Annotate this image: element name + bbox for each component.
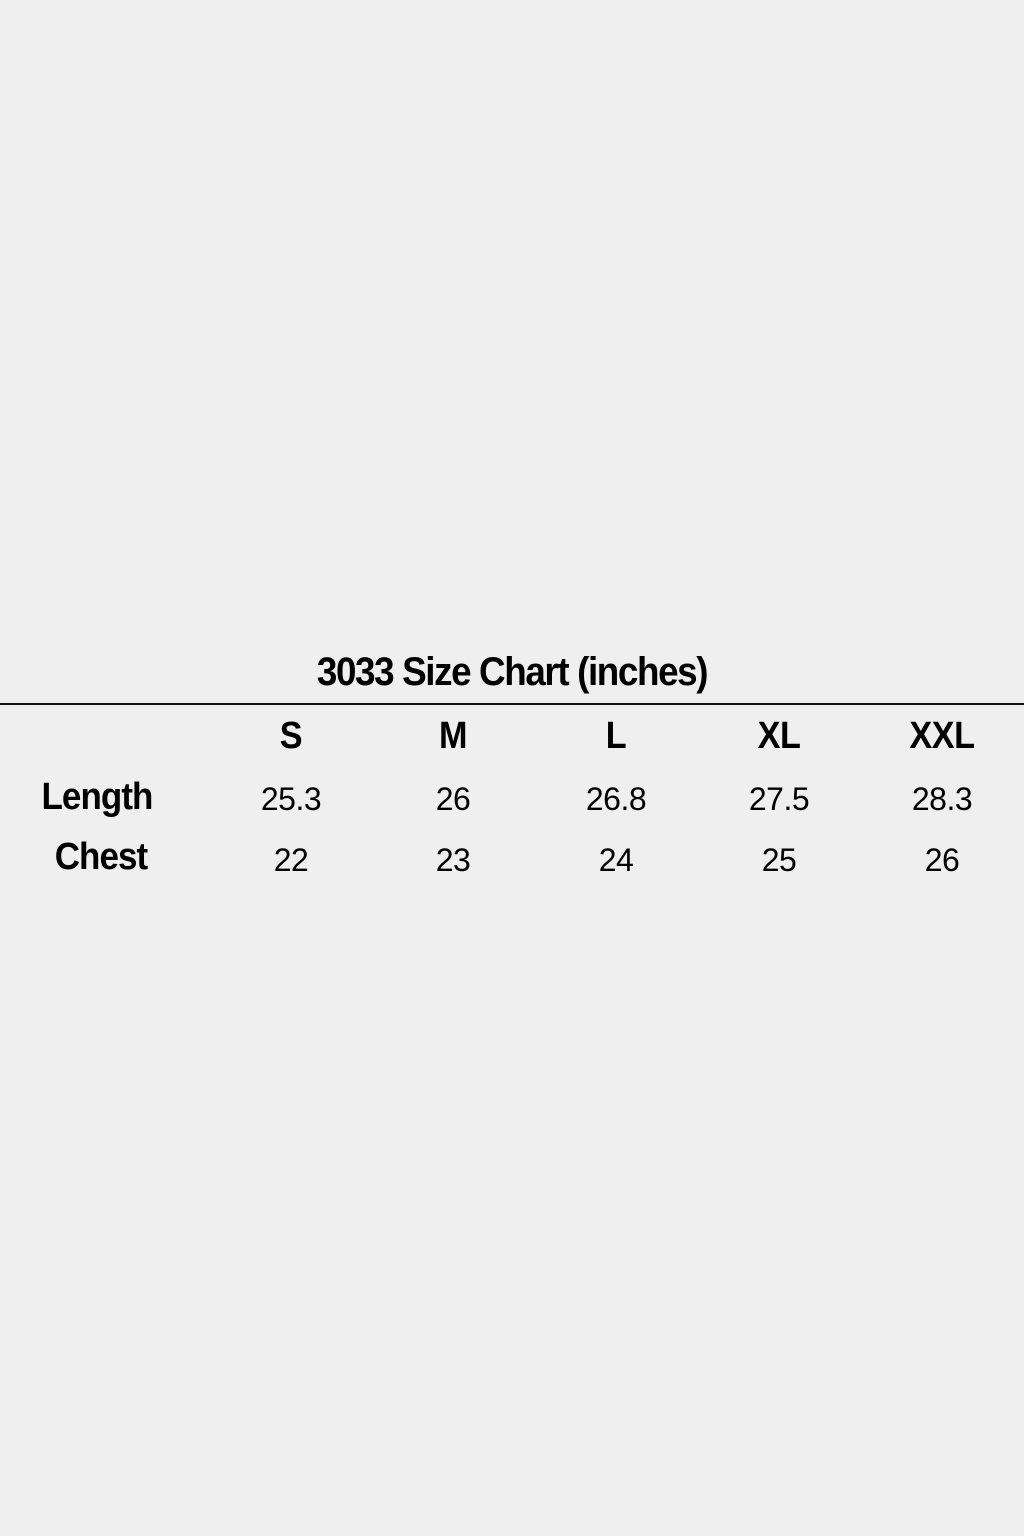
- table-cell: 26: [924, 842, 960, 878]
- header-divider: [0, 703, 1024, 705]
- table-cell: 23: [435, 842, 471, 878]
- table-cell: 28.3: [911, 781, 973, 817]
- column-header-s: S: [279, 715, 303, 757]
- column-header-xxl: XXL: [909, 715, 975, 757]
- table-cell: 24: [598, 842, 634, 878]
- row-label-chest: Chest: [54, 836, 148, 878]
- row-label-length: Length: [41, 776, 153, 818]
- table-cell: 22: [273, 842, 309, 878]
- table-cell: 26.8: [585, 781, 647, 817]
- table-cell: 27.5: [748, 781, 810, 817]
- table-cell: 26: [435, 781, 471, 817]
- column-header-m: M: [438, 715, 468, 757]
- column-header-l: L: [605, 715, 627, 757]
- size-chart-title: 3033 Size Chart (inches): [316, 650, 709, 694]
- table-cell: 25.3: [260, 781, 322, 817]
- column-header-xl: XL: [757, 715, 801, 757]
- table-cell: 25: [761, 842, 797, 878]
